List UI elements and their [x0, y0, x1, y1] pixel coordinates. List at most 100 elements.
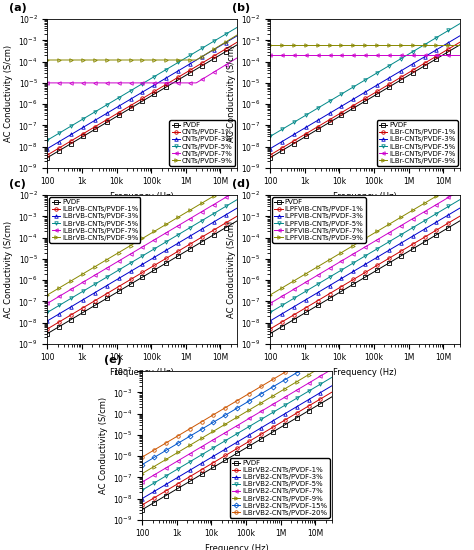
- CNTs/PVDF-5%: [106, 100, 112, 107]
- ILBr-CNTs/PVDF-5%: [290, 119, 296, 126]
- ILPFVIB-CNTs/PVDF-5%: [457, 196, 463, 203]
- ILBrVB-CNTs/PVDF-9%: [234, 179, 240, 185]
- ILBrVB2-CNTs/PVDF-20%: [329, 341, 335, 348]
- ILBrVB2-CNTs/PVDF-3%: [277, 413, 283, 420]
- Line: ILBrVB2-CNTs/PVDF-5%: ILBrVB2-CNTs/PVDF-5%: [140, 376, 334, 492]
- CNTs/PVDF-1%: [234, 39, 240, 46]
- PVDF: [234, 218, 240, 224]
- ILBrVB2-CNTs/PVDF-5%: [214, 442, 220, 449]
- PVDF: [234, 42, 240, 48]
- ILPFVIB-CNTs/PVDF-3%: [405, 235, 411, 242]
- ILPFVIB-CNTs/PVDF-3%: [267, 317, 273, 324]
- ILPFVIB-CNTs/PVDF-9%: [387, 221, 392, 227]
- ILBr-CNTs/PVDF-3%: [404, 64, 410, 70]
- X-axis label: Frequency (Hz): Frequency (Hz): [333, 368, 397, 377]
- ILBr-CNTs/PVDF-9%: [387, 42, 392, 48]
- ILBrVB-CNTs/PVDF-7%: [182, 218, 188, 225]
- ILBrVB2-CNTs/PVDF-9%: [259, 399, 264, 406]
- PVDF: [387, 84, 392, 90]
- ILBrVB-CNTs/PVDF-5%: [234, 196, 240, 203]
- ILPFVIB-CNTs/PVDF-7%: [387, 229, 392, 236]
- ILBr-CNTs/PVDF-9%: [290, 42, 296, 48]
- ILBr-CNTs/PVDF-7%: [387, 52, 392, 59]
- CNTs/PVDF-3%: [234, 32, 240, 39]
- ILBrVB2-CNTs/PVDF-20%: [276, 372, 282, 379]
- Legend: PVDF, ILBrVB2-CNTs/PVDF-1%, ILBrVB2-CNTs/PVDF-3%, ILBrVB2-CNTs/PVDF-5%, ILBrVB2-: PVDF, ILBrVB2-CNTs/PVDF-1%, ILBrVB2-CNTs…: [230, 458, 330, 518]
- ILPFVIB-CNTs/PVDF-5%: [290, 295, 296, 302]
- ILBrVB2-CNTs/PVDF-3%: [139, 495, 145, 502]
- ILBrVB2-CNTs/PVDF-20%: [162, 440, 168, 447]
- ILBrVB-CNTs/PVDF-5%: [119, 265, 125, 271]
- PVDF: [164, 84, 170, 90]
- PVDF: [164, 260, 170, 266]
- CNTs/PVDF-1%: [67, 138, 73, 145]
- ILBrVB-CNTs/PVDF-9%: [164, 221, 170, 227]
- ILBr-CNTs/PVDF-7%: [329, 52, 335, 59]
- ILBrVB2-CNTs/PVDF-5%: [259, 416, 264, 422]
- Line: CNTs/PVDF-1%: CNTs/PVDF-1%: [46, 41, 239, 157]
- ILBr-CNTs/PVDF-9%: [267, 42, 273, 48]
- ILBr-CNTs/PVDF-1%: [404, 70, 410, 77]
- PVDF: [106, 118, 112, 124]
- PVDF: [405, 73, 411, 79]
- PVDF: [214, 461, 220, 468]
- PVDF: [106, 294, 112, 300]
- Line: ILPFVIB-CNTs/PVDF-1%: ILPFVIB-CNTs/PVDF-1%: [268, 214, 462, 331]
- Y-axis label: AC Conductivity (S/cm): AC Conductivity (S/cm): [99, 397, 108, 494]
- ILBr-CNTs/PVDF-9%: [404, 42, 410, 48]
- Line: CNTs/PVDF-9%: CNTs/PVDF-9%: [46, 34, 239, 62]
- ILBr-CNTs/PVDF-1%: [267, 152, 273, 158]
- Line: ILBrVB-CNTs/PVDF-7%: ILBrVB-CNTs/PVDF-7%: [46, 189, 239, 305]
- PVDF: [404, 73, 410, 80]
- PVDF: [201, 470, 207, 476]
- ILBrVB2-CNTs/PVDF-9%: [214, 426, 220, 432]
- ILBrVB2-CNTs/PVDF-5%: [277, 405, 283, 411]
- X-axis label: Frequency (Hz): Frequency (Hz): [110, 368, 174, 377]
- ILPFVIB-CNTs/PVDF-1%: [290, 312, 296, 318]
- ILBrVB2-CNTs/PVDF-7%: [276, 398, 282, 404]
- ILPFVIB-CNTs/PVDF-3%: [387, 246, 392, 253]
- Line: ILBrVB-CNTs/PVDF-5%: ILBrVB-CNTs/PVDF-5%: [46, 198, 239, 314]
- ILBr-CNTs/PVDF-9%: [405, 42, 411, 48]
- ILBrVB-CNTs/PVDF-3%: [234, 205, 240, 211]
- CNTs/PVDF-7%: [119, 80, 125, 86]
- ILBrVB2-CNTs/PVDF-3%: [276, 414, 282, 421]
- PVDF: [67, 141, 73, 147]
- ILBrVB2-CNTs/PVDF-5%: [276, 405, 282, 412]
- CNTs/PVDF-5%: [234, 24, 240, 31]
- ILBrVB2-CNTs/PVDF-1%: [329, 389, 335, 395]
- ILBrVB-CNTs/PVDF-5%: [67, 295, 73, 302]
- CNTs/PVDF-3%: [106, 108, 112, 115]
- CNTs/PVDF-9%: [67, 57, 73, 63]
- ILBrVB-CNTs/PVDF-7%: [45, 300, 50, 307]
- ILBr-CNTs/PVDF-7%: [404, 52, 410, 59]
- ILBr-CNTs/PVDF-3%: [267, 145, 273, 152]
- ILPFVIB-CNTs/PVDF-5%: [404, 228, 410, 234]
- CNTs/PVDF-3%: [67, 132, 73, 139]
- ILBrVB-CNTs/PVDF-9%: [45, 292, 50, 298]
- ILBrVB2-CNTs/PVDF-15%: [276, 380, 282, 387]
- ILBrVB2-CNTs/PVDF-9%: [162, 456, 168, 463]
- PVDF: [457, 218, 463, 224]
- ILBrVB-CNTs/PVDF-9%: [119, 247, 125, 254]
- PVDF: [290, 141, 296, 147]
- ILPFVIB-CNTs/PVDF-9%: [404, 210, 410, 217]
- ILBrVB2-CNTs/PVDF-5%: [329, 374, 335, 381]
- Line: ILBrVB-CNTs/PVDF-3%: ILBrVB-CNTs/PVDF-3%: [46, 206, 239, 323]
- CNTs/PVDF-1%: [106, 115, 112, 122]
- Line: CNTs/PVDF-7%: CNTs/PVDF-7%: [46, 56, 239, 85]
- ILBrVB2-CNTs/PVDF-9%: [277, 388, 283, 395]
- ILBrVB2-CNTs/PVDF-7%: [162, 465, 168, 472]
- ILBrVB2-CNTs/PVDF-15%: [277, 379, 283, 386]
- Line: ILBrVB2-CNTs/PVDF-15%: ILBrVB2-CNTs/PVDF-15%: [140, 350, 334, 466]
- ILPFVIB-CNTs/PVDF-5%: [267, 309, 273, 316]
- ILBrVB-CNTs/PVDF-1%: [234, 213, 240, 219]
- ILBr-CNTs/PVDF-9%: [457, 42, 463, 48]
- Text: (c): (c): [9, 179, 27, 189]
- ILBrVB-CNTs/PVDF-3%: [119, 273, 125, 279]
- Line: ILBrVB2-CNTs/PVDF-9%: ILBrVB2-CNTs/PVDF-9%: [140, 359, 334, 475]
- ILBr-CNTs/PVDF-9%: [342, 42, 348, 48]
- ILBrVB-CNTs/PVDF-1%: [67, 312, 73, 318]
- CNTs/PVDF-7%: [234, 54, 240, 61]
- ILBrVB-CNTs/PVDF-3%: [164, 246, 170, 253]
